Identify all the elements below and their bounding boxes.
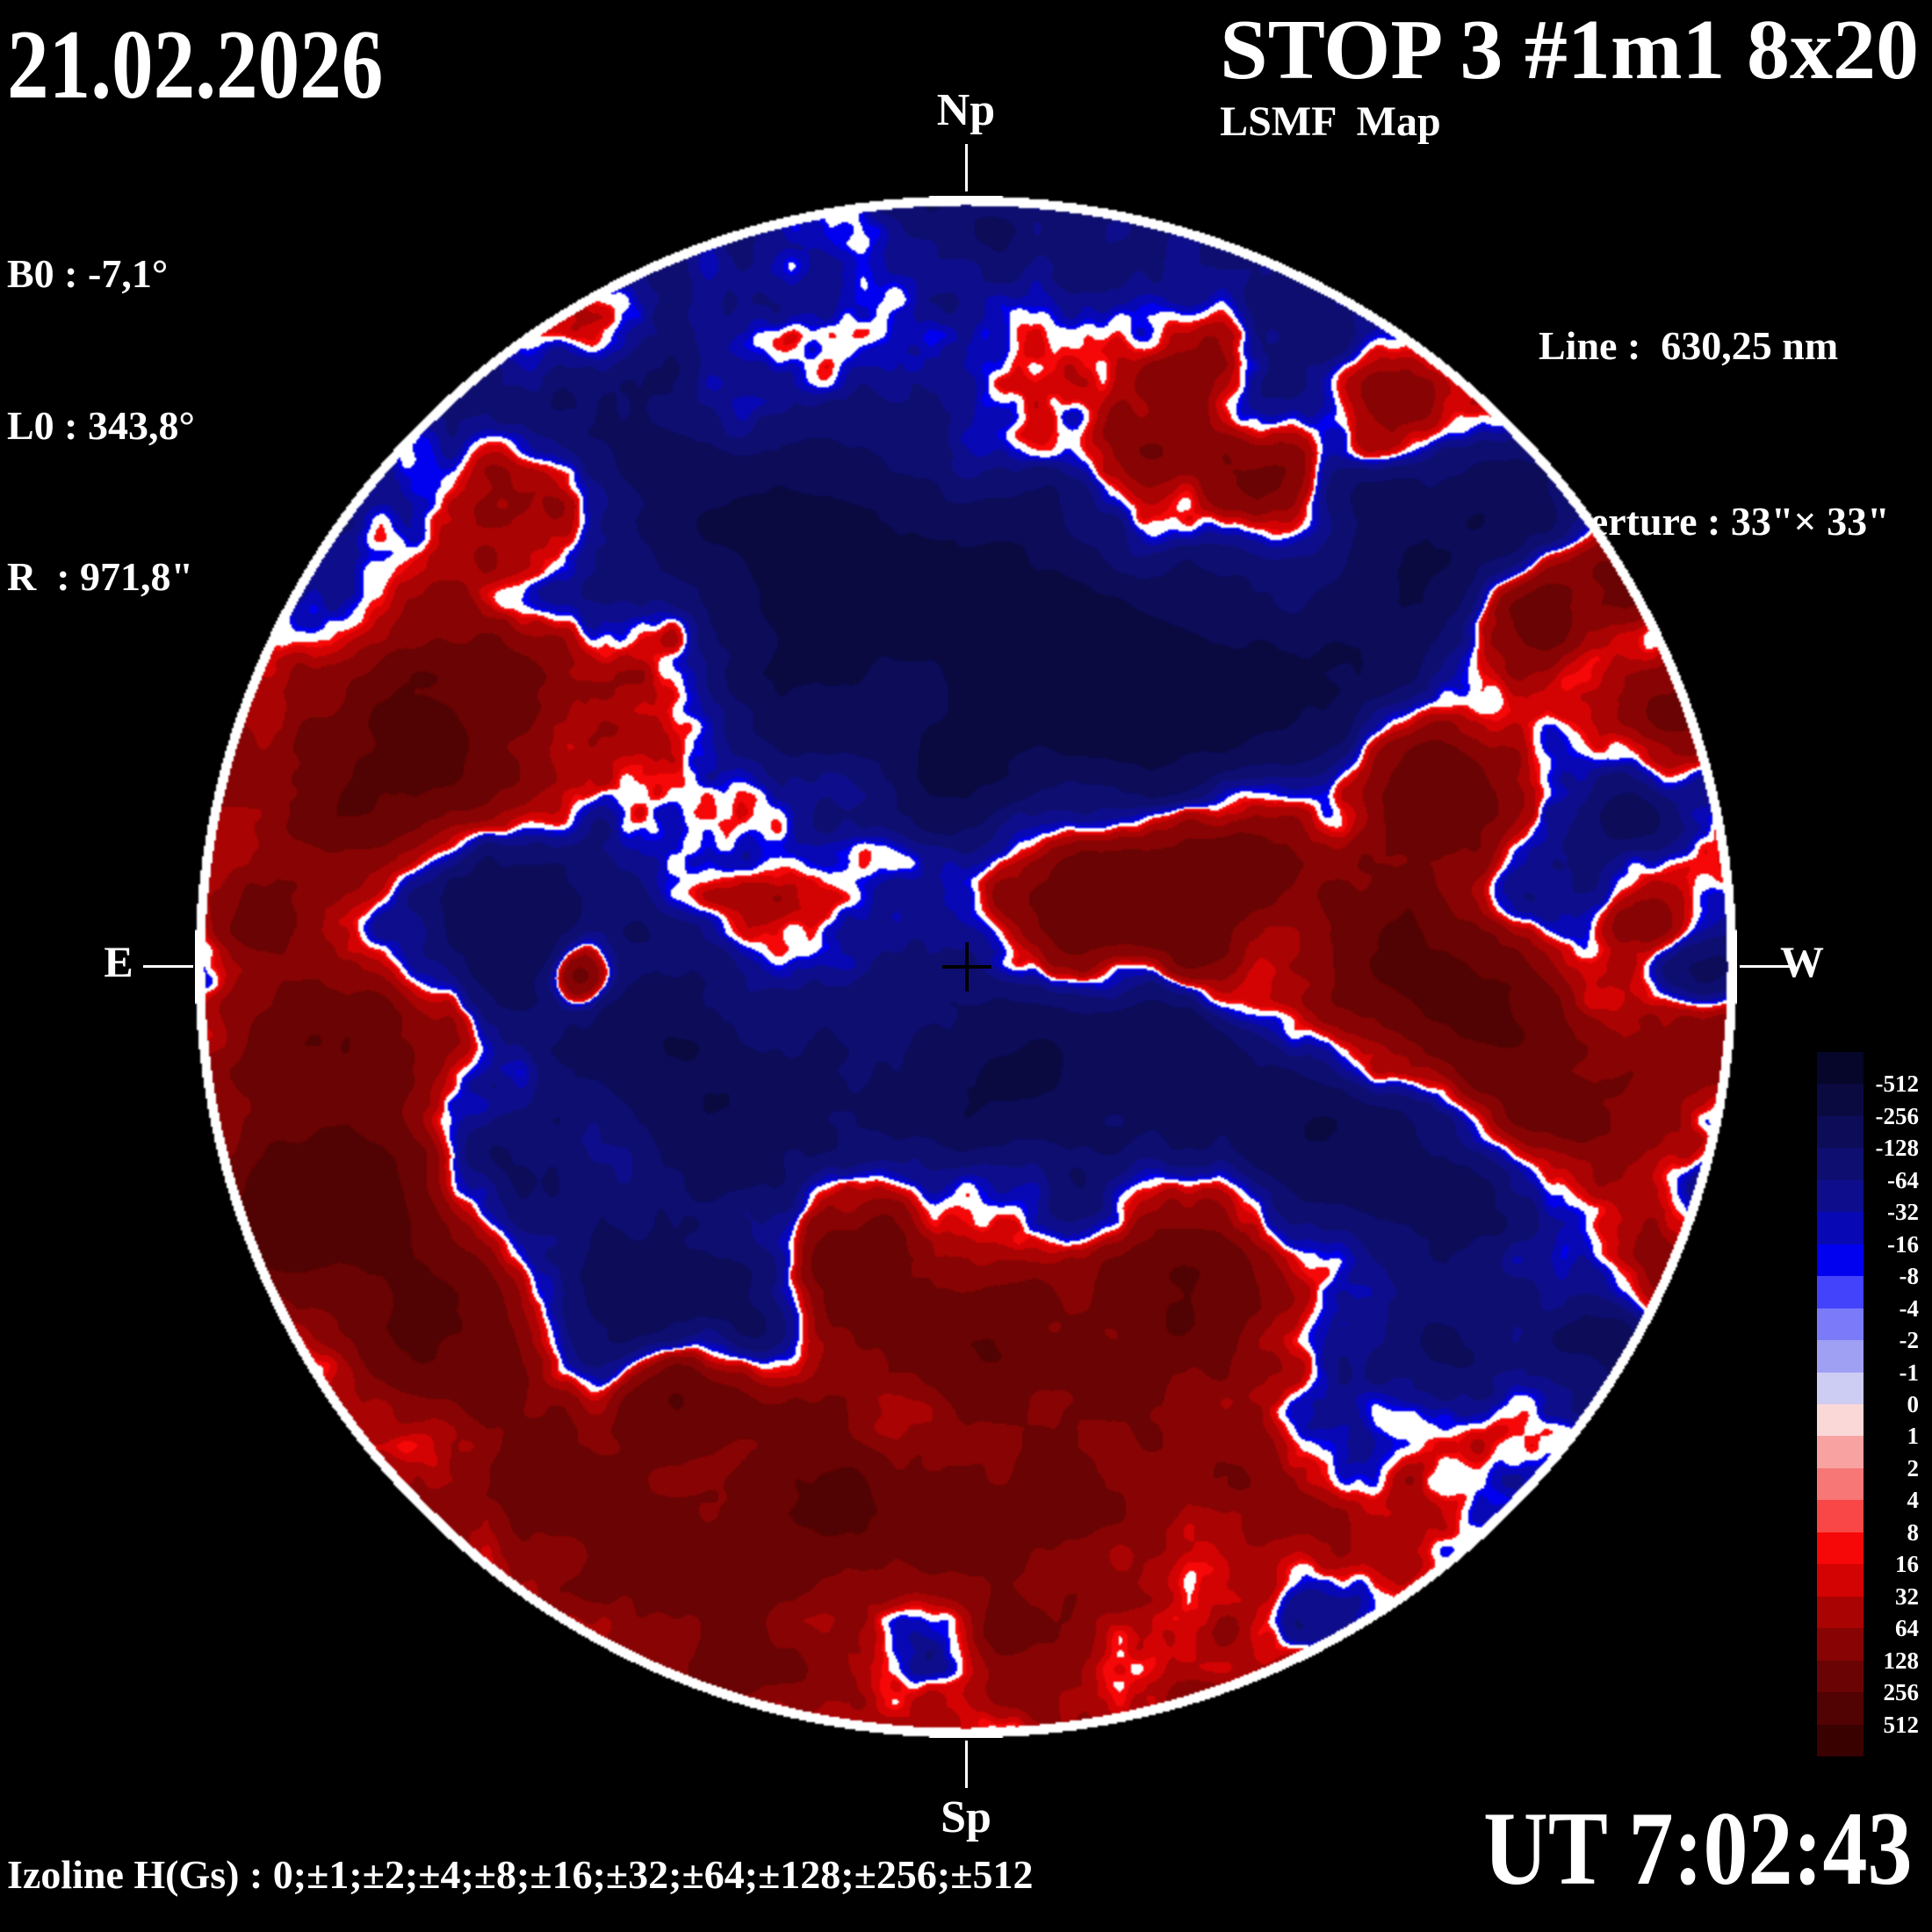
east-tick-mark: [143, 965, 193, 968]
map-type-subtitle: LSMF Map: [1220, 97, 1441, 145]
colorbar-segment: [1817, 1148, 1864, 1180]
colorbar-segment: [1817, 1596, 1864, 1629]
colorbar-label: -4: [1899, 1294, 1920, 1322]
b0-value: B0 : -7,1°: [7, 251, 169, 296]
colorbar-segment: [1817, 1212, 1864, 1244]
colorbar-label: -32: [1887, 1199, 1919, 1226]
disk-center-cross-icon: [965, 942, 969, 991]
l0-value: L0 : 343,8°: [7, 402, 195, 448]
colorbar-label: 32: [1895, 1582, 1919, 1610]
compass-north-label: Np: [936, 85, 996, 135]
colorbar-label: 0: [1907, 1391, 1920, 1417]
compass-south-label: Sp: [941, 1792, 991, 1842]
colorbar-label: 256: [1883, 1679, 1920, 1706]
universal-time-label: UT 7:02:43: [1482, 1790, 1912, 1907]
colorbar-segment: [1817, 1340, 1864, 1373]
colorbar-label: -16: [1887, 1230, 1919, 1258]
izoline-levels-caption: Izoline H(Gs) : 0;±1;±2;±4;±8;±16;±32;±6…: [7, 1852, 1034, 1897]
compass-east-label: E: [104, 937, 133, 986]
south-tick-mark: [965, 1741, 968, 1788]
radius-value: R : 971,8": [7, 554, 194, 599]
west-tick-mark: [1740, 965, 1790, 968]
colorbar-segment: [1817, 1276, 1864, 1308]
colorbar-segment: [1817, 1403, 1864, 1437]
colorbar-label: -8: [1899, 1263, 1920, 1290]
colorbar-label: 512: [1883, 1711, 1920, 1738]
colorbar-segment: [1817, 1084, 1864, 1116]
colorbar-segment: [1817, 1372, 1864, 1404]
colorbar-label: 2: [1907, 1454, 1920, 1481]
colorbar-label: -1: [1899, 1359, 1920, 1386]
instrument-title: STOP 3 #1m1 8x20: [1220, 3, 1919, 97]
colorbar-segment: [1817, 1467, 1864, 1501]
colorbar-label: 8: [1907, 1518, 1920, 1546]
colorbar-label: -64: [1887, 1166, 1919, 1193]
colorbar-segment: [1817, 1244, 1864, 1277]
colorbar-segment: [1817, 1052, 1864, 1085]
colorbar-segment: [1817, 1532, 1864, 1565]
colorbar-label: 16: [1895, 1551, 1919, 1578]
colorbar-label: 64: [1895, 1615, 1919, 1642]
colorbar-label: -256: [1875, 1102, 1920, 1129]
colorbar-segment: [1817, 1308, 1864, 1341]
colorbar-label: -128: [1875, 1135, 1920, 1162]
colorbar-segment: [1817, 1724, 1864, 1756]
colorbar-segment: [1817, 1692, 1864, 1725]
colorbar-segment: [1817, 1660, 1864, 1693]
colorbar: [1817, 1052, 1864, 1756]
colorbar-segment: [1817, 1564, 1864, 1597]
colorbar-label: 1: [1907, 1423, 1920, 1450]
colorbar-label: -512: [1875, 1071, 1920, 1098]
colorbar-segment: [1817, 1115, 1864, 1149]
colorbar-segment: [1817, 1436, 1864, 1468]
colorbar-segment: [1817, 1179, 1864, 1213]
north-tick-mark: [965, 144, 968, 191]
ephemeris-block: B0 : -7,1° L0 : 343,8° R : 971,8": [7, 148, 195, 703]
colorbar-segment: [1817, 1500, 1864, 1532]
observation-date: 21.02.2026: [7, 11, 384, 119]
colorbar-label: -2: [1899, 1327, 1920, 1354]
compass-west-label: W: [1780, 937, 1824, 986]
title-block: STOP 3 #1m1 8x20 LSMF Map: [1220, 5, 1919, 146]
colorbar-segment: [1817, 1628, 1864, 1661]
colorbar-labels: -512 -256 -128 -64 -32 -16 -8 -4 -2 -1 0 1 2 4 8 16 32 64…: [1863, 1052, 1920, 1756]
colorbar-label: 128: [1883, 1647, 1920, 1674]
colorbar-label: 4: [1907, 1487, 1920, 1514]
